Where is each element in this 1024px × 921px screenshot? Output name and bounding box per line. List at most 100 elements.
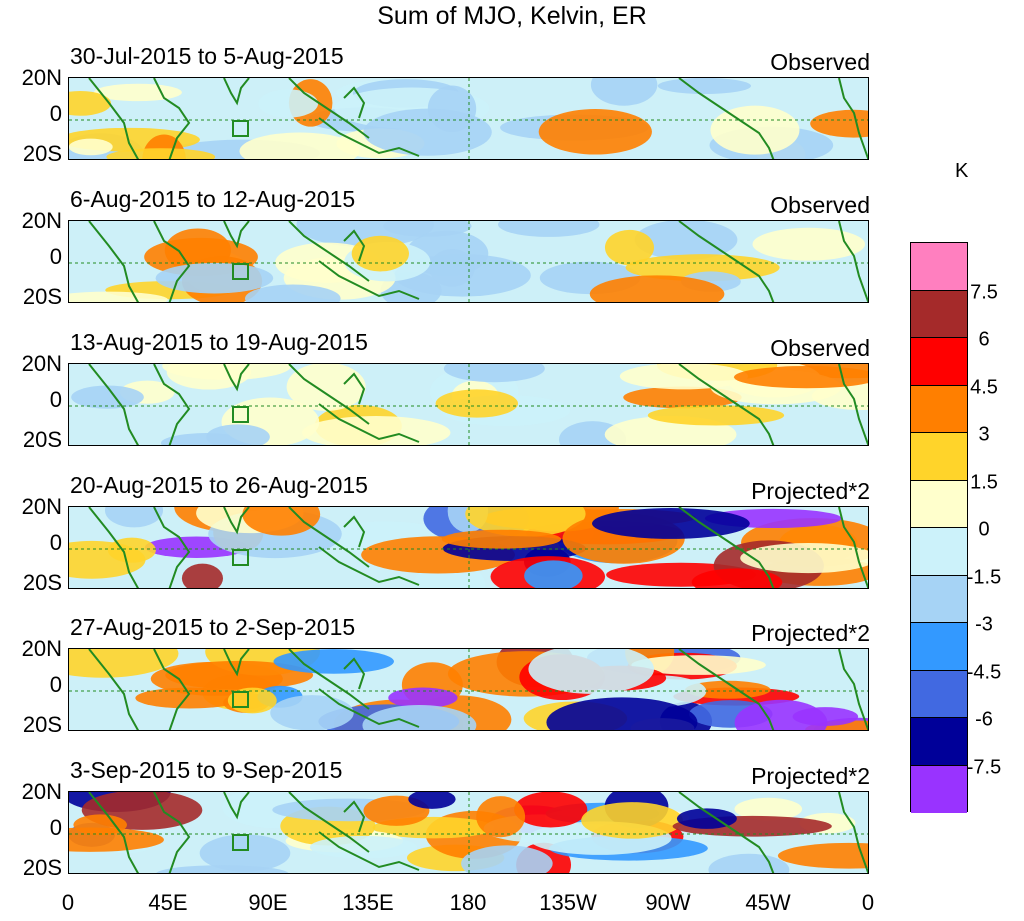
coastline xyxy=(343,515,366,548)
longitude-label: 0 xyxy=(61,890,75,915)
coastline xyxy=(153,649,191,730)
anomaly-contour xyxy=(104,507,164,528)
anomaly-contour xyxy=(69,291,168,302)
longitude-label: 135W xyxy=(539,890,597,915)
latitude-label: 20S xyxy=(22,855,62,880)
colorbar-label: -3 xyxy=(975,613,993,636)
anomaly-contour xyxy=(435,389,518,418)
anomaly-contour xyxy=(733,365,868,389)
coastline xyxy=(153,792,191,873)
anomaly-contour xyxy=(514,792,588,828)
colorbar-label: -4.5 xyxy=(966,661,1002,683)
latitude-label: 20S xyxy=(22,284,62,309)
anomaly-contour xyxy=(244,284,341,302)
coastline xyxy=(223,792,250,820)
coastline xyxy=(288,221,370,282)
coastline xyxy=(288,792,370,853)
latitude-label: 0 xyxy=(49,815,62,840)
coastline xyxy=(678,221,775,302)
longitude-label: 135E xyxy=(342,890,394,915)
anomaly-contour xyxy=(258,89,319,118)
latitude-label: 20N xyxy=(21,779,62,804)
colorbar-swatch xyxy=(911,433,967,481)
coastline xyxy=(343,800,366,833)
anomaly-map-panel xyxy=(68,77,869,160)
colorbar-label: 7.5 xyxy=(970,281,998,303)
coastline xyxy=(343,657,366,690)
coastline xyxy=(678,649,775,730)
anomaly-contour xyxy=(69,90,112,116)
anomaly-map-panel xyxy=(68,791,869,874)
panel-date-range: 30-Jul-2015 to 5-Aug-2015 xyxy=(70,43,344,69)
coastline xyxy=(678,78,775,159)
anomaly-contour xyxy=(69,827,164,852)
latitude-label: 20S xyxy=(22,570,62,595)
colorbar-swatch xyxy=(911,575,967,623)
coastline xyxy=(678,507,775,588)
anomaly-contour xyxy=(242,507,321,536)
coastline xyxy=(223,78,250,106)
colorbar-swatch xyxy=(911,338,967,386)
anomaly-contour xyxy=(465,507,586,537)
anomaly-contour xyxy=(408,792,456,809)
anomaly-contour xyxy=(752,227,866,261)
anomaly-contour xyxy=(604,229,654,266)
coastline xyxy=(838,364,868,445)
anomaly-contour xyxy=(302,416,451,445)
anomaly-contour xyxy=(441,529,562,549)
anomaly-contour xyxy=(528,649,655,694)
colorbar-swatch xyxy=(911,623,967,671)
coastline xyxy=(153,221,191,302)
panel-type-label: Observed xyxy=(770,335,870,361)
anomaly-contour xyxy=(286,364,366,411)
anomaly-contour xyxy=(740,542,868,574)
coastline xyxy=(223,507,250,535)
latitude-label: 0 xyxy=(49,101,62,126)
anomaly-contour xyxy=(135,687,244,709)
anomaly-contour xyxy=(625,254,780,282)
anomaly-contour xyxy=(165,660,314,690)
anomaly-contour xyxy=(619,364,748,390)
coastline xyxy=(88,792,140,873)
anomaly-contour xyxy=(691,568,783,588)
coastline xyxy=(223,649,250,677)
reference-box xyxy=(232,691,249,708)
colorbar-label: 0 xyxy=(978,518,990,541)
anomaly-contour xyxy=(199,834,291,872)
coastline xyxy=(288,78,370,139)
anomaly-contour xyxy=(273,649,394,674)
latitude-label: 20N xyxy=(21,65,62,90)
figure-title: Sum of MJO, Kelvin, ER xyxy=(377,2,647,30)
panel-type-label: Observed xyxy=(770,49,870,75)
reference-box xyxy=(232,406,249,423)
coastline xyxy=(318,831,420,871)
anomaly-map-panel xyxy=(68,220,869,303)
anomaly-contour xyxy=(239,132,360,159)
anomaly-contour xyxy=(166,364,252,390)
coastline xyxy=(838,507,868,588)
latitude-label: 20S xyxy=(22,141,62,166)
latitude-label: 0 xyxy=(49,672,62,697)
reference-box xyxy=(232,263,249,280)
latitude-label: 0 xyxy=(49,530,62,555)
colorbar-swatch xyxy=(911,765,967,813)
anomaly-contour xyxy=(657,78,752,94)
coastline xyxy=(343,86,366,119)
anomaly-contour xyxy=(708,853,790,873)
anomaly-contour xyxy=(71,385,144,409)
anomaly-contour xyxy=(634,221,738,260)
coastline xyxy=(153,507,191,588)
coastline xyxy=(223,221,250,249)
coastline xyxy=(153,364,191,445)
coastline xyxy=(288,649,370,710)
colorbar-swatch xyxy=(911,243,967,291)
panel-date-range: 20-Aug-2015 to 26-Aug-2015 xyxy=(70,472,368,498)
anomaly-map-panel xyxy=(68,363,869,446)
anomaly-contour xyxy=(590,78,658,106)
coastline xyxy=(678,792,775,873)
longitude-label: 45W xyxy=(745,890,791,915)
anomaly-contour xyxy=(734,797,803,821)
latitude-label: 20N xyxy=(21,208,62,233)
anomaly-map-panel xyxy=(68,506,869,589)
anomaly-contour xyxy=(107,537,156,563)
